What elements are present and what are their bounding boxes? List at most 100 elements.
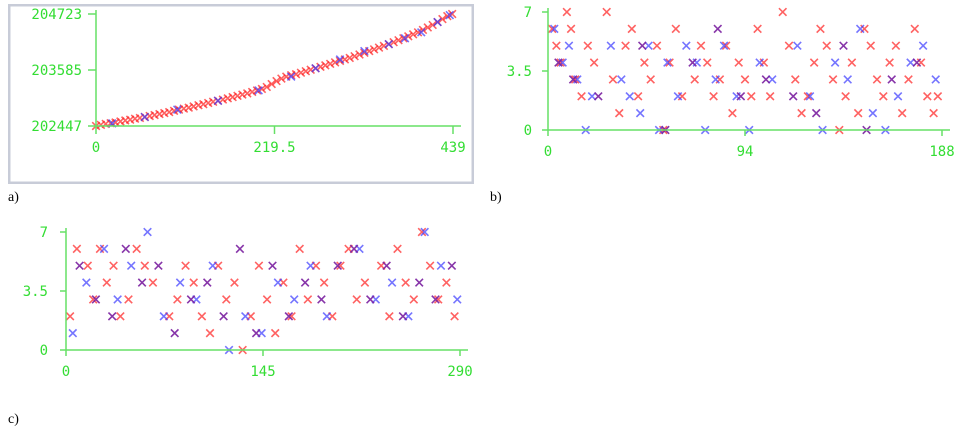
chart-b-point-red: [891, 41, 901, 51]
chart-c-xtick-label: 290: [447, 364, 472, 380]
chart-c-point-purple: [349, 244, 359, 254]
chart-b-point-red: [709, 91, 718, 101]
chart-c-point-blue: [404, 311, 413, 321]
chart-b-point-red: [753, 24, 762, 34]
chart-b-point-purple: [637, 41, 647, 51]
chart-c-point-purple: [91, 295, 101, 304]
chart-b-point-purple: [554, 58, 563, 67]
chart-b-xtick-label: 188: [929, 144, 954, 160]
chart-b-point-red: [646, 75, 656, 84]
chart-b-point-red: [633, 91, 643, 101]
chart-c-point-red: [140, 261, 150, 271]
chart-c-point-blue: [322, 311, 332, 321]
chart-a: 202447 203585 204723 0 219.5 439: [8, 4, 474, 184]
chart-c-point-red: [433, 295, 443, 304]
chart-a-ytick-label: 202447: [31, 119, 82, 135]
chart-c-point-red: [417, 227, 427, 237]
chart-c-point-red: [189, 278, 199, 287]
chart-b-point-blue: [918, 41, 928, 51]
chart-b-point-blue: [793, 41, 802, 51]
chart-b-point-red: [803, 91, 813, 101]
chart-b-point-red: [566, 24, 576, 34]
chart-c-point-red: [88, 295, 98, 304]
chart-b-point-red: [878, 91, 888, 101]
chart-b-point-purple: [593, 91, 603, 101]
chart-b-point-red: [847, 58, 857, 67]
chart-c-ytick-label: 3.5: [23, 284, 48, 300]
chart-b-point-blue: [606, 41, 616, 51]
chart-a-axes: 202447 203585 204723 0 219.5 439: [31, 7, 465, 156]
chart-c-point-purple: [170, 328, 180, 338]
chart-b-point-red: [822, 41, 832, 51]
chart-b-point-blue: [931, 75, 941, 84]
chart-c-ytick-label: 7: [40, 225, 48, 241]
chart-b-point-blue: [906, 58, 915, 67]
chart-c-point-purple: [251, 328, 261, 338]
chart-c-point-red: [221, 295, 231, 304]
chart-b-point-red: [765, 91, 775, 101]
chart-c-point-purple: [137, 278, 147, 287]
chart-c-point-red: [205, 328, 215, 338]
chart-b-point-blue: [719, 41, 729, 51]
chart-b-point-blue: [830, 58, 840, 67]
chart-b-point-red: [690, 75, 700, 84]
chart-b-point-blue: [673, 91, 683, 101]
chart-b-point-purple: [688, 58, 697, 67]
chart-a-point-blue: [384, 39, 394, 49]
chart-c-point-purple: [235, 244, 245, 254]
chart-c-point-red: [254, 261, 264, 271]
chart-a-point-red: [423, 23, 433, 32]
panel-c: 0 3.5 7 0 145 290: [8, 222, 484, 406]
caption-b: b): [490, 190, 502, 205]
chart-c-point-red: [385, 311, 394, 321]
chart-b-point-red: [702, 58, 712, 67]
chart-b-point-blue: [767, 75, 777, 84]
chart-c-point-purple: [382, 261, 391, 271]
chart-a-point-blue: [286, 72, 296, 81]
chart-c-point-red: [102, 278, 112, 287]
chart-c-point-red: [246, 311, 256, 321]
chart-a-xtick-label: 219.5: [253, 140, 295, 156]
chart-c-point-purple: [219, 311, 228, 321]
chart-b-point-red: [872, 75, 882, 84]
chart-b-point-red: [570, 75, 580, 84]
chart-c-xtick-label: 145: [250, 364, 275, 380]
chart-c-point-red: [327, 311, 337, 321]
chart-c-point-blue: [355, 244, 364, 254]
chart-b-point-purple: [713, 24, 723, 34]
chart-c-point-blue: [208, 261, 218, 271]
chart-a-point-blue: [213, 96, 223, 106]
chart-c-point-red: [270, 328, 280, 338]
chart-b-point-red: [652, 41, 662, 51]
chart-b-point-blue: [644, 41, 653, 51]
chart-c-point-blue: [452, 295, 462, 304]
chart-a-point-red: [399, 33, 408, 43]
chart-c-point-blue: [273, 278, 283, 287]
chart-b-point-purple: [839, 41, 848, 51]
chart-c-point-purple: [300, 278, 310, 287]
chart-b-point-blue: [635, 108, 645, 118]
chart-b-point-red: [797, 108, 806, 118]
chart-c-point-purple: [268, 261, 277, 271]
chart-c-point-red: [287, 311, 296, 321]
chart-a-ytick-label: 203585: [31, 63, 82, 79]
chart-c-point-red: [173, 295, 182, 304]
chart-b-marks: [547, 7, 943, 135]
chart-a-point-blue: [172, 105, 182, 114]
chart-c-ytick-label: 0: [40, 343, 48, 359]
chart-a-point-blue: [311, 63, 320, 73]
chart-b-point-red: [547, 24, 557, 34]
chart-b-point-purple: [568, 75, 578, 84]
chart-c-point-purple: [414, 278, 424, 287]
chart-a-point-red: [267, 79, 276, 89]
chart-c-point-purple: [333, 261, 343, 271]
chart-c-point-red: [319, 278, 329, 287]
chart-b-point-blue: [805, 91, 815, 101]
chart-c-point-red: [213, 261, 223, 271]
chart-c-point-red: [109, 261, 118, 271]
chart-a-point-red: [389, 37, 398, 47]
chart-c-point-purple: [75, 261, 84, 271]
chart-b-point-red: [614, 108, 624, 118]
chart-b-point-red: [556, 58, 565, 67]
chart-c-point-red: [409, 295, 419, 304]
